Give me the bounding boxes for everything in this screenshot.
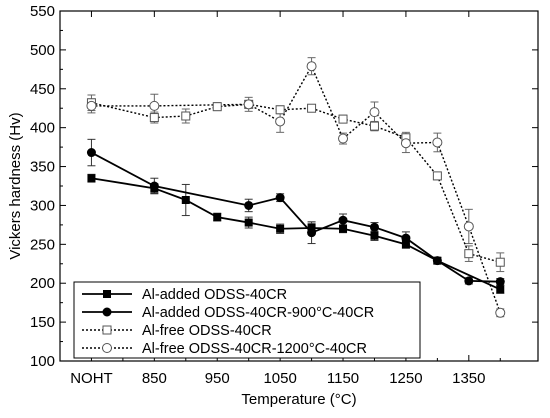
- series-1-point: [87, 174, 96, 183]
- x-tick-label: 950: [205, 370, 230, 387]
- series-4-point: [275, 116, 286, 127]
- series-4-point: [369, 107, 380, 118]
- series-3-point: [495, 257, 505, 267]
- x-axis-label: Temperature (°C): [241, 391, 356, 408]
- series-2-point: [338, 215, 348, 225]
- x-tick-label: 1050: [263, 370, 296, 387]
- y-tick-label: 500: [30, 42, 55, 59]
- y-tick-label: 400: [30, 120, 55, 137]
- y-axis-label: Vickers hardness (Hv): [7, 112, 24, 259]
- series-1-point: [307, 224, 316, 232]
- y-tick-label: 350: [30, 159, 55, 176]
- series-4-point: [432, 137, 443, 148]
- series-2-point: [369, 222, 379, 232]
- x-tick-label: 850: [142, 370, 167, 387]
- series-4-point: [86, 100, 97, 111]
- x-tick-label: 1250: [389, 370, 422, 387]
- y-tick-label: 300: [30, 197, 55, 214]
- series-3-point: [149, 113, 159, 123]
- legend-label-3: Al-free ODSS-40CR: [142, 323, 272, 339]
- series-1-point: [244, 218, 253, 227]
- series-1-point: [401, 240, 410, 249]
- series-2-point: [149, 181, 159, 191]
- y-tick-label: 100: [30, 353, 55, 370]
- series-1-line: [91, 177, 501, 291]
- series-4-point: [463, 221, 474, 232]
- legend-label-4: Al-free ODSS-40CR-1200°C-40CR: [142, 341, 367, 357]
- y-tick-label: 550: [30, 3, 55, 20]
- series-1-point: [370, 231, 379, 240]
- series-3-point: [464, 249, 474, 259]
- series-2-point: [432, 256, 442, 266]
- y-tick-label: 450: [30, 81, 55, 98]
- series-4-point: [338, 133, 349, 144]
- series-2-point: [86, 148, 96, 158]
- legend-marker-2: [102, 307, 112, 317]
- series-3-point: [369, 121, 379, 131]
- axes: 100 150 200 250 300 350 400 450 500 550 NOHT 850 950…: [30, 3, 539, 387]
- series-3-point: [432, 171, 442, 181]
- series-2-point: [244, 200, 254, 210]
- series-2-point: [401, 233, 411, 243]
- series-4-point: [400, 138, 411, 149]
- series-markers: [86, 61, 506, 318]
- x-tick-label: 1150: [327, 370, 359, 387]
- legend-label-1: Al-added ODSS-40CR: [142, 287, 287, 303]
- series-3-point: [275, 105, 285, 115]
- legend: Al-added ODSS-40CR Al-added ODSS-40CR-900…: [73, 281, 421, 359]
- series-3-point: [338, 114, 348, 124]
- series-3-point: [307, 103, 317, 113]
- series-2-point: [307, 228, 317, 238]
- series-2-point: [495, 277, 505, 287]
- series-2-point: [464, 276, 474, 286]
- x-tick-label: NOHT: [70, 370, 113, 387]
- series-4-point: [306, 61, 317, 72]
- legend-label-2: Al-added ODSS-40CR-900°C-40CR: [142, 305, 374, 321]
- series-1-point: [213, 213, 222, 222]
- series-3-point: [181, 111, 191, 121]
- legend-marker-3: [102, 325, 112, 335]
- series-1-point: [181, 196, 190, 204]
- series-1-point: [276, 224, 285, 233]
- x-tick-label: 1350: [452, 370, 485, 387]
- y-tick-label: 150: [30, 314, 55, 331]
- legend-marker-1: [103, 290, 111, 298]
- legend-marker-4: [102, 343, 112, 353]
- series-4-point: [243, 99, 254, 110]
- series-3-point: [212, 102, 222, 112]
- series-2-point: [275, 193, 285, 203]
- series-1-point: [496, 285, 505, 294]
- series-4-point: [149, 100, 160, 111]
- y-tick-label: 250: [30, 236, 55, 253]
- series-4-point: [495, 307, 506, 318]
- series-1-point: [339, 224, 348, 233]
- y-tick-label: 200: [30, 275, 55, 292]
